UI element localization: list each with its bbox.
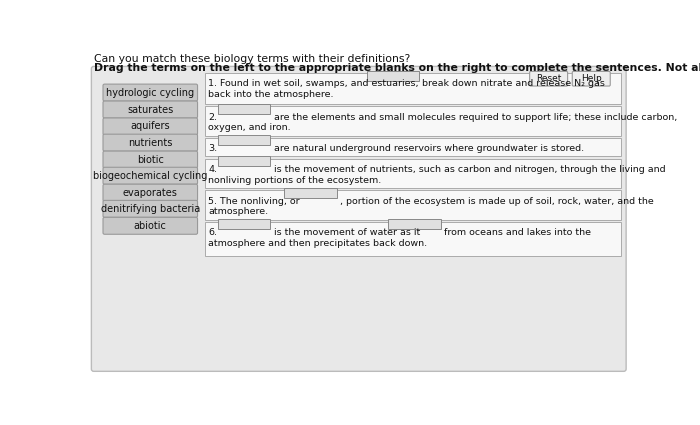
Text: from oceans and lakes into the: from oceans and lakes into the [444, 228, 591, 237]
Text: 5. The nonliving, or: 5. The nonliving, or [209, 196, 300, 206]
Text: Can you match these biology terms with their definitions?: Can you match these biology terms with t… [94, 54, 410, 64]
Text: 1. Found in wet soil, swamps, and estuaries,: 1. Found in wet soil, swamps, and estuar… [209, 79, 419, 88]
Text: Help: Help [581, 74, 601, 83]
Text: is the movement of nutrients, such as carbon and nitrogen, through the living an: is the movement of nutrients, such as ca… [274, 165, 665, 174]
Text: biotic: biotic [136, 155, 164, 164]
Text: nonliving portions of the ecosystem.: nonliving portions of the ecosystem. [209, 176, 382, 185]
FancyBboxPatch shape [103, 118, 197, 135]
Bar [218, 156, 270, 166]
Bar [205, 222, 621, 256]
Bar [367, 71, 419, 81]
Text: 3.: 3. [209, 144, 218, 153]
Bar [218, 219, 270, 229]
Bar [205, 138, 621, 156]
Text: abiotic: abiotic [134, 221, 167, 231]
Text: atmosphere and then precipitates back down.: atmosphere and then precipitates back do… [209, 239, 428, 248]
Bar [205, 106, 621, 136]
Text: saturates: saturates [127, 105, 174, 114]
Text: nutrients: nutrients [128, 138, 172, 147]
Text: back into the atmosphere.: back into the atmosphere. [209, 90, 334, 99]
Text: evaporates: evaporates [122, 188, 178, 198]
Text: Reset: Reset [536, 74, 561, 83]
Text: are the elements and small molecules required to support life; these include car: are the elements and small molecules req… [274, 113, 677, 122]
Text: atmosphere.: atmosphere. [209, 207, 269, 216]
FancyBboxPatch shape [103, 101, 197, 118]
Bar [218, 135, 270, 145]
Text: 4.: 4. [209, 165, 218, 174]
Text: break down nitrate and release N₂ gas: break down nitrate and release N₂ gas [422, 79, 606, 88]
Text: biogeochemical cycling: biogeochemical cycling [93, 171, 207, 181]
Bar [284, 188, 337, 198]
FancyBboxPatch shape [530, 71, 568, 86]
FancyBboxPatch shape [103, 167, 197, 184]
Bar [205, 190, 621, 220]
Bar [205, 74, 621, 104]
FancyBboxPatch shape [103, 84, 197, 101]
Text: oxygen, and iron.: oxygen, and iron. [209, 123, 291, 132]
FancyBboxPatch shape [573, 71, 610, 86]
Text: Drag the terms on the left to the appropriate blanks on the right to complete th: Drag the terms on the left to the approp… [94, 62, 700, 73]
Text: are natural underground reservoirs where groundwater is stored.: are natural underground reservoirs where… [274, 144, 584, 153]
Text: aquifers: aquifers [130, 122, 170, 131]
FancyBboxPatch shape [103, 134, 197, 151]
FancyBboxPatch shape [103, 184, 197, 201]
Text: hydrologic cycling: hydrologic cycling [106, 88, 195, 98]
FancyBboxPatch shape [103, 217, 197, 234]
Text: , portion of the ecosystem is made up of soil, rock, water, and the: , portion of the ecosystem is made up of… [340, 196, 654, 206]
Bar [389, 219, 441, 229]
Text: 2.: 2. [209, 113, 218, 122]
FancyBboxPatch shape [103, 200, 197, 217]
Bar [218, 104, 270, 114]
FancyBboxPatch shape [103, 151, 197, 168]
Bar [205, 159, 621, 188]
FancyBboxPatch shape [92, 66, 626, 371]
Text: denitrifying bacteria: denitrifying bacteria [101, 204, 200, 214]
Text: 6.: 6. [209, 228, 218, 237]
Text: is the movement of water as it: is the movement of water as it [274, 228, 420, 237]
